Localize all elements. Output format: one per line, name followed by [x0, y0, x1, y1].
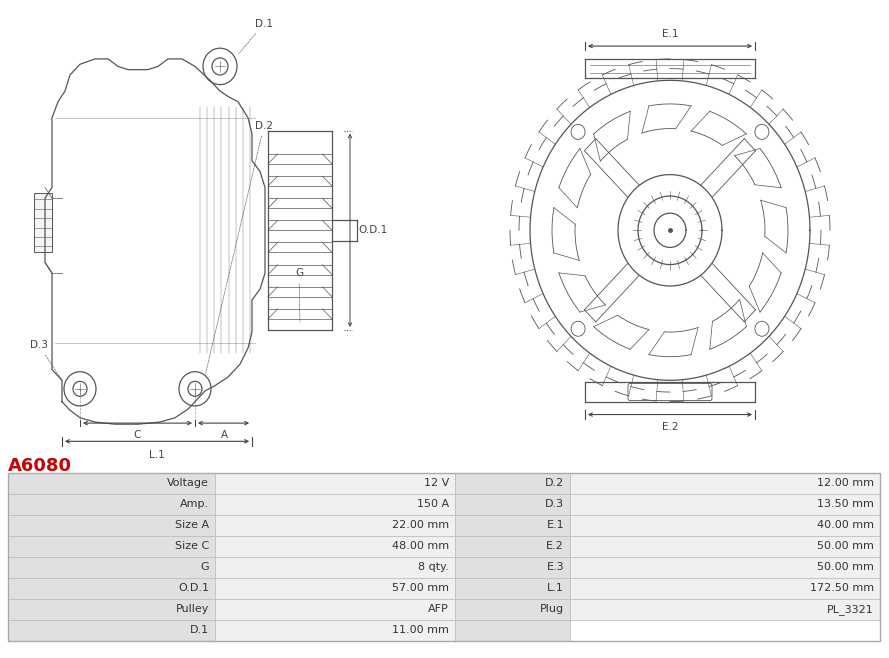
Text: A6080: A6080: [8, 457, 72, 476]
Bar: [8, 578, 215, 599]
Text: Size A: Size A: [175, 520, 209, 530]
Text: 40.00 mm: 40.00 mm: [817, 520, 874, 530]
Text: 150 A: 150 A: [417, 499, 449, 509]
Bar: [570, 472, 880, 494]
Bar: [455, 620, 570, 641]
Bar: [8, 472, 880, 641]
Bar: [215, 599, 455, 620]
Text: E.1: E.1: [547, 520, 564, 530]
Bar: [8, 515, 215, 536]
Text: D.2: D.2: [545, 478, 564, 488]
Text: O.D.1: O.D.1: [178, 583, 209, 594]
Text: Voltage: Voltage: [167, 478, 209, 488]
Bar: [8, 620, 215, 641]
Text: D.1: D.1: [239, 19, 273, 53]
Text: Amp.: Amp.: [180, 499, 209, 509]
Bar: [570, 578, 880, 599]
Text: D.3: D.3: [30, 340, 62, 381]
Bar: [455, 557, 570, 578]
Text: D.3: D.3: [545, 499, 564, 509]
Bar: [215, 515, 455, 536]
Bar: [570, 599, 880, 620]
Bar: [455, 536, 570, 557]
Text: C: C: [133, 430, 140, 440]
Text: 11.00 mm: 11.00 mm: [392, 625, 449, 636]
Bar: [8, 557, 215, 578]
Text: 12 V: 12 V: [424, 478, 449, 488]
Text: E.2: E.2: [661, 422, 678, 432]
Text: D.1: D.1: [190, 625, 209, 636]
Bar: [215, 578, 455, 599]
Bar: [570, 536, 880, 557]
Bar: [455, 472, 570, 494]
Text: D.2: D.2: [205, 120, 273, 373]
Bar: [8, 472, 215, 494]
Text: AFP: AFP: [428, 604, 449, 615]
Bar: [8, 599, 215, 620]
Text: A: A: [220, 430, 228, 440]
Bar: [455, 494, 570, 515]
Text: E.1: E.1: [661, 28, 678, 39]
Bar: [215, 536, 455, 557]
Text: 8 qty.: 8 qty.: [418, 562, 449, 572]
Bar: [8, 536, 215, 557]
Text: G: G: [200, 562, 209, 572]
Text: Plug: Plug: [540, 604, 564, 615]
Bar: [455, 515, 570, 536]
Text: O.D.1: O.D.1: [358, 225, 388, 236]
Text: G: G: [295, 268, 303, 322]
Bar: [215, 472, 455, 494]
Bar: [34, 193, 52, 252]
Bar: [215, 557, 455, 578]
Text: 12.00 mm: 12.00 mm: [817, 478, 874, 488]
Text: Size C: Size C: [175, 541, 209, 551]
Text: L.1: L.1: [149, 450, 164, 460]
Text: 22.00 mm: 22.00 mm: [392, 520, 449, 530]
Text: 172.50 mm: 172.50 mm: [810, 583, 874, 594]
Bar: [570, 620, 880, 641]
Bar: [215, 494, 455, 515]
Bar: [8, 494, 215, 515]
Text: PL_3321: PL_3321: [828, 604, 874, 615]
Text: 13.50 mm: 13.50 mm: [817, 499, 874, 509]
Text: 57.00 mm: 57.00 mm: [392, 583, 449, 594]
Text: 50.00 mm: 50.00 mm: [817, 562, 874, 572]
Bar: [570, 494, 880, 515]
Text: L.1: L.1: [547, 583, 564, 594]
Bar: [215, 620, 455, 641]
Bar: [570, 557, 880, 578]
Text: 50.00 mm: 50.00 mm: [817, 541, 874, 551]
Text: E.2: E.2: [546, 541, 564, 551]
Bar: [455, 578, 570, 599]
Bar: [455, 599, 570, 620]
Text: E.3: E.3: [547, 562, 564, 572]
Bar: [570, 515, 880, 536]
Text: Pulley: Pulley: [176, 604, 209, 615]
Text: 48.00 mm: 48.00 mm: [392, 541, 449, 551]
